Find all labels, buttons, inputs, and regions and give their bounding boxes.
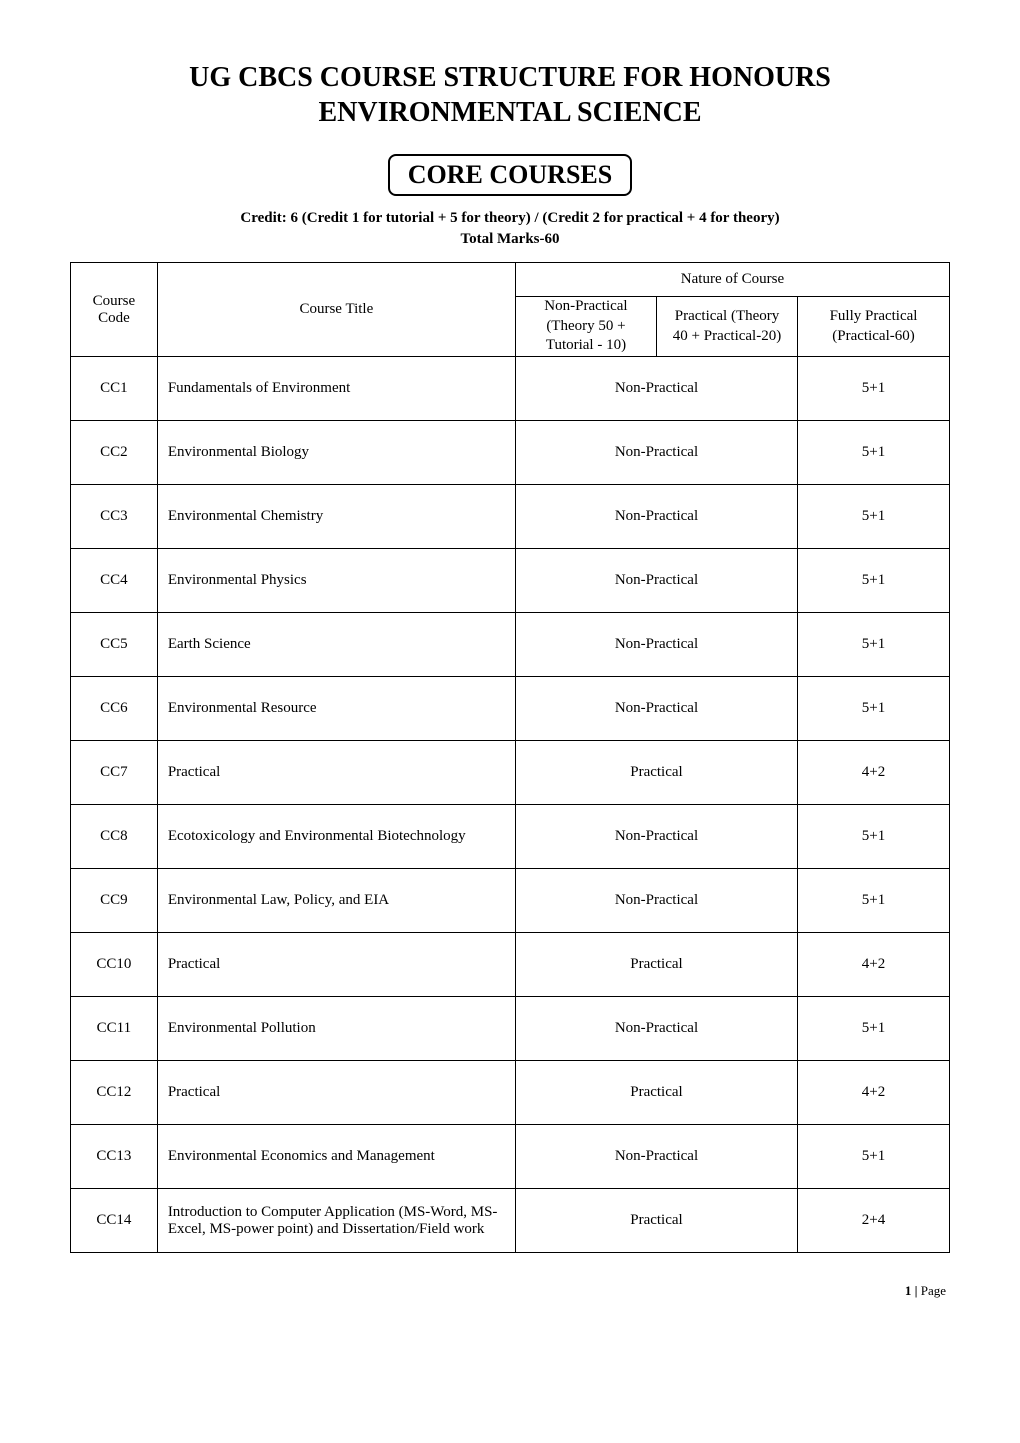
cell-code: CC14: [71, 1189, 158, 1253]
cell-credit: 5+1: [798, 1125, 950, 1189]
table-row: CC5 Earth Science Non-Practical 5+1: [71, 613, 950, 677]
cell-credit: 4+2: [798, 741, 950, 805]
cell-nature: Non-Practical: [515, 1125, 797, 1189]
cell-credit: 5+1: [798, 357, 950, 421]
cell-title: Environmental Biology: [157, 421, 515, 485]
cell-credit: 5+1: [798, 549, 950, 613]
cell-credit: 2+4: [798, 1189, 950, 1253]
table-row: CC3 Environmental Chemistry Non-Practica…: [71, 485, 950, 549]
cell-title: Introduction to Computer Application (MS…: [157, 1189, 515, 1253]
cell-code: CC7: [71, 741, 158, 805]
cell-nature: Non-Practical: [515, 357, 797, 421]
cell-code: CC9: [71, 869, 158, 933]
cell-nature: Non-Practical: [515, 613, 797, 677]
table-row: CC6 Environmental Resource Non-Practical…: [71, 677, 950, 741]
th-nature-of-course: Nature of Course: [515, 263, 949, 297]
title-line-1: UG CBCS COURSE STRUCTURE FOR HONOURS: [189, 62, 831, 93]
cell-nature: Non-Practical: [515, 485, 797, 549]
cell-title: Environmental Law, Policy, and EIA: [157, 869, 515, 933]
th-course-title: Course Title: [157, 263, 515, 357]
cell-credit: 5+1: [798, 421, 950, 485]
cell-nature: Practical: [515, 1189, 797, 1253]
cell-nature: Practical: [515, 741, 797, 805]
cell-nature: Practical: [515, 1061, 797, 1125]
cell-credit: 4+2: [798, 1061, 950, 1125]
main-title: UG CBCS COURSE STRUCTURE FOR HONOURS ENV…: [70, 60, 950, 130]
table-row: CC7 Practical Practical 4+2: [71, 741, 950, 805]
cell-credit: 5+1: [798, 677, 950, 741]
cell-nature: Non-Practical: [515, 997, 797, 1061]
cell-title: Environmental Physics: [157, 549, 515, 613]
cell-credit: 5+1: [798, 805, 950, 869]
cell-code: CC3: [71, 485, 158, 549]
cell-code: CC4: [71, 549, 158, 613]
th-practical: Practical (Theory 40 + Practical-20): [656, 297, 797, 357]
cell-title: Earth Science: [157, 613, 515, 677]
table-row: CC8 Ecotoxicology and Environmental Biot…: [71, 805, 950, 869]
th-course-code: Course Code: [71, 263, 158, 357]
cell-nature: Non-Practical: [515, 869, 797, 933]
cell-nature: Practical: [515, 933, 797, 997]
cell-nature: Non-Practical: [515, 549, 797, 613]
cell-title: Environmental Resource: [157, 677, 515, 741]
cell-title: Practical: [157, 1061, 515, 1125]
cell-credit: 5+1: [798, 869, 950, 933]
cell-code: CC8: [71, 805, 158, 869]
table-row: CC10 Practical Practical 4+2: [71, 933, 950, 997]
table-row: CC13 Environmental Economics and Managem…: [71, 1125, 950, 1189]
page-footer: 1 | Page: [70, 1283, 950, 1299]
table-row: CC4 Environmental Physics Non-Practical …: [71, 549, 950, 613]
course-table-body: CC1 Fundamentals of Environment Non-Prac…: [71, 357, 950, 1253]
cell-code: CC5: [71, 613, 158, 677]
table-row: CC9 Environmental Law, Policy, and EIA N…: [71, 869, 950, 933]
cell-credit: 5+1: [798, 997, 950, 1061]
cell-title: Environmental Chemistry: [157, 485, 515, 549]
cell-code: CC13: [71, 1125, 158, 1189]
cell-title: Fundamentals of Environment: [157, 357, 515, 421]
credit-line: Credit: 6 (Credit 1 for tutorial + 5 for…: [70, 210, 950, 227]
cell-code: CC1: [71, 357, 158, 421]
table-row: CC2 Environmental Biology Non-Practical …: [71, 421, 950, 485]
cell-nature: Non-Practical: [515, 805, 797, 869]
th-fully-practical: Fully Practical (Practical-60): [798, 297, 950, 357]
cell-code: CC12: [71, 1061, 158, 1125]
core-courses-heading: CORE COURSES: [388, 154, 632, 196]
cell-credit: 4+2: [798, 933, 950, 997]
cell-nature: Non-Practical: [515, 421, 797, 485]
title-line-2: ENVIRONMENTAL SCIENCE: [319, 97, 702, 128]
page-number: 1 |: [905, 1283, 918, 1298]
table-row: CC14 Introduction to Computer Applicatio…: [71, 1189, 950, 1253]
table-row: CC12 Practical Practical 4+2: [71, 1061, 950, 1125]
cell-nature: Non-Practical: [515, 677, 797, 741]
cell-code: CC2: [71, 421, 158, 485]
course-table: Course Code Course Title Nature of Cours…: [70, 262, 950, 1253]
page-label: Page: [917, 1283, 946, 1298]
cell-title: Environmental Pollution: [157, 997, 515, 1061]
table-row: CC1 Fundamentals of Environment Non-Prac…: [71, 357, 950, 421]
cell-credit: 5+1: [798, 613, 950, 677]
cell-code: CC10: [71, 933, 158, 997]
table-row: CC11 Environmental Pollution Non-Practic…: [71, 997, 950, 1061]
cell-title: Practical: [157, 741, 515, 805]
th-non-practical: Non-Practical (Theory 50 + Tutorial - 10…: [515, 297, 656, 357]
cell-credit: 5+1: [798, 485, 950, 549]
cell-title: Practical: [157, 933, 515, 997]
boxed-title-wrap: CORE COURSES: [70, 154, 950, 196]
cell-code: CC11: [71, 997, 158, 1061]
cell-title: Ecotoxicology and Environmental Biotechn…: [157, 805, 515, 869]
cell-code: CC6: [71, 677, 158, 741]
cell-title: Environmental Economics and Management: [157, 1125, 515, 1189]
total-marks-line: Total Marks-60: [70, 231, 950, 248]
